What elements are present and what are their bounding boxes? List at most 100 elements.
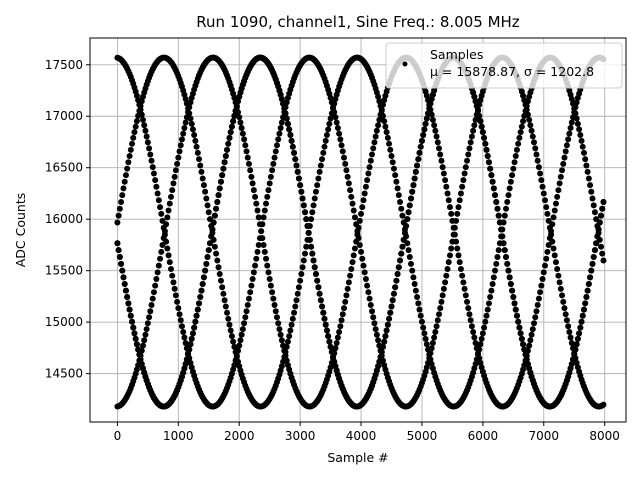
sample-point: [459, 183, 466, 190]
sample-point: [252, 193, 259, 200]
sample-point: [337, 323, 344, 330]
sample-point: [227, 327, 234, 334]
sample-point: [509, 172, 516, 179]
sample-point: [483, 146, 490, 153]
sample-point: [273, 142, 280, 149]
sample-point: [445, 197, 452, 204]
sample-point: [571, 351, 578, 358]
sample-point: [278, 337, 285, 344]
sample-point: [600, 401, 607, 408]
sample-point: [574, 120, 581, 127]
sample-point: [228, 333, 235, 340]
sample-point: [252, 262, 259, 269]
x-tick-label: 0: [114, 429, 122, 443]
sample-point: [311, 264, 318, 271]
sample-point: [377, 102, 384, 109]
sample-point: [330, 104, 337, 111]
sample-point: [176, 311, 183, 318]
sample-point: [398, 205, 405, 212]
sample-point: [177, 317, 184, 324]
sample-point: [531, 139, 538, 146]
sample-point: [347, 187, 354, 194]
sample-point: [421, 330, 428, 337]
sample-point: [580, 306, 587, 313]
sample-point: [454, 245, 461, 252]
sample-point: [153, 183, 160, 190]
sample-point: [332, 114, 339, 121]
sample-point: [222, 303, 229, 310]
sample-point: [468, 323, 475, 330]
sample-point: [311, 195, 318, 202]
sample-point: [456, 197, 463, 204]
sample-point: [545, 217, 552, 224]
sample-point: [351, 245, 358, 252]
sample-point: [317, 297, 324, 304]
sample-point: [197, 294, 204, 301]
sample-point: [532, 314, 539, 321]
sample-point: [493, 260, 500, 267]
sample-point: [255, 242, 262, 249]
sample-point: [407, 260, 414, 267]
sample-point: [280, 358, 287, 365]
sample-point: [199, 175, 206, 182]
sample-point: [215, 264, 222, 271]
sample-point: [331, 358, 338, 365]
sample-point: [194, 306, 201, 313]
sample-point: [183, 100, 190, 107]
sample-point: [355, 235, 362, 242]
sample-point: [331, 109, 338, 116]
sample-point: [559, 292, 566, 299]
sample-point: [137, 356, 144, 363]
sample-point: [186, 346, 193, 353]
sample-point: [183, 356, 190, 363]
sample-point: [344, 173, 351, 180]
sample-point: [388, 303, 395, 310]
sample-point: [310, 202, 317, 209]
sample-point: [399, 243, 406, 250]
sample-point: [204, 202, 211, 209]
sample-point: [465, 305, 472, 312]
sample-point: [339, 148, 346, 155]
sample-point: [422, 335, 429, 342]
sample-point: [303, 243, 310, 250]
sample-point: [345, 180, 352, 187]
sample-point: [554, 265, 561, 272]
sample-point: [323, 132, 330, 139]
sample-point: [390, 165, 397, 172]
sample-point: [587, 182, 594, 189]
x-axis-label: Sample #: [327, 450, 388, 465]
sample-point: [277, 124, 284, 131]
sample-point: [273, 314, 280, 321]
sample-point: [303, 216, 310, 223]
y-tick-label: 16000: [45, 212, 83, 226]
sample-point: [135, 97, 142, 104]
sample-point: [405, 209, 412, 216]
sample-point: [119, 267, 126, 274]
sample-point: [562, 311, 569, 318]
sample-point: [277, 331, 284, 338]
sample-point: [169, 187, 176, 194]
sample-point: [319, 303, 326, 310]
sample-point: [590, 202, 597, 209]
sample-point: [347, 272, 354, 279]
sample-point: [484, 306, 491, 313]
sample-point: [488, 287, 495, 294]
sample-point: [294, 290, 301, 297]
sample-point: [372, 326, 379, 333]
sample-point: [565, 136, 572, 143]
sample-point: [316, 168, 323, 175]
sample-point: [147, 151, 154, 158]
sample-point: [198, 168, 205, 175]
sample-point: [443, 183, 450, 190]
sample-point: [264, 193, 271, 200]
sample-point: [422, 120, 429, 127]
sample-point: [510, 294, 517, 301]
sample-point: [121, 178, 128, 185]
sample-point: [478, 123, 485, 130]
sample-point: [266, 180, 273, 187]
sample-point: [348, 193, 355, 200]
sample-point: [585, 281, 592, 287]
sample-point: [124, 165, 131, 172]
sample-point: [427, 100, 434, 107]
sample-point: [524, 111, 531, 118]
